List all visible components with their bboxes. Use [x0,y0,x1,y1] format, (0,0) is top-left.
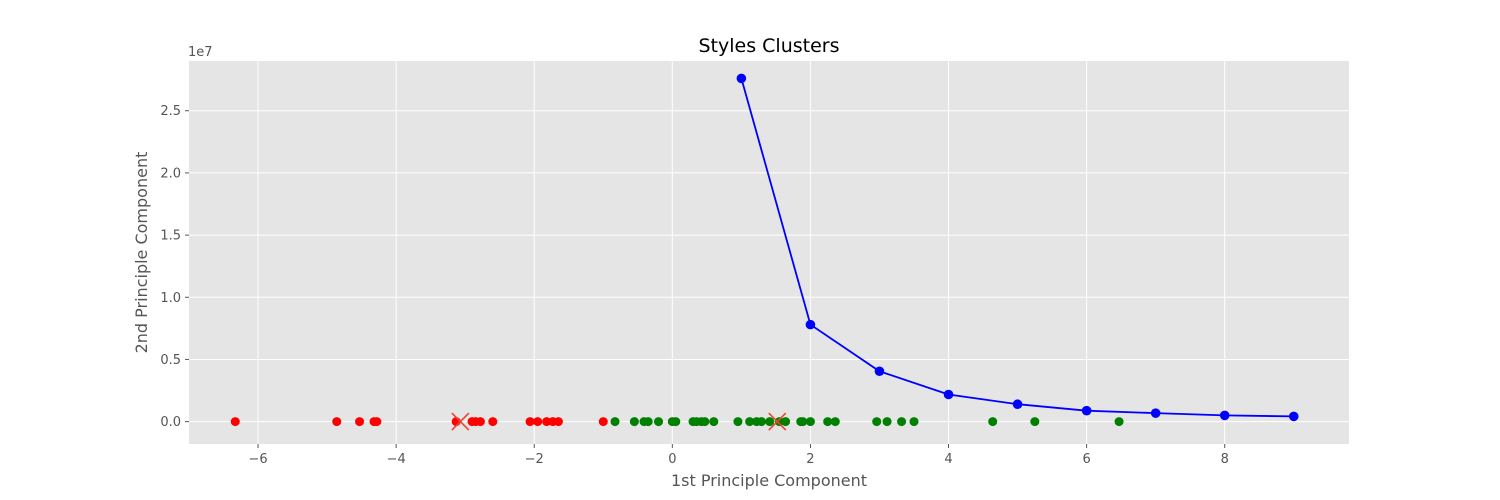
data-point [598,417,608,427]
data-point [1030,417,1040,427]
data-point [745,417,755,427]
data-point [542,417,552,427]
data-point [774,417,784,427]
tick-labels: −6 −4 −2 0 2 4 6 8 0.0 0.5 1.0 1.5 2.0 2.5 [160,104,1229,467]
line-point [1219,410,1230,421]
data-point [830,417,840,427]
data-point [372,417,382,427]
data-point [805,417,815,427]
y-tick-label: 1.5 [160,229,181,244]
data-point [475,417,485,427]
data-point [488,417,498,427]
data-point [230,417,240,427]
x-tick-label: 6 [1082,452,1090,467]
data-point [781,417,791,427]
x-axis-label: 1st Principle Component [671,471,867,490]
data-point [643,417,653,427]
y-tick-label: 2.0 [160,166,181,181]
data-point [1114,417,1124,427]
data-point [553,417,563,427]
y-tick-label: 0.5 [160,353,181,368]
y-tick-label: 1.0 [160,291,181,306]
line-point [1081,405,1092,416]
data-point [610,417,620,427]
plot-area [189,61,1349,444]
data-point [700,417,710,427]
x-tick-label: −4 [387,452,406,467]
y-tick-label: 0.0 [160,415,181,430]
line-point [1288,411,1299,422]
data-point [709,417,719,427]
data-point [765,417,775,427]
data-point [525,417,535,427]
centroid-stroke [451,412,470,431]
data-point [872,417,882,427]
data-point [897,417,907,427]
chart-title: Styles Clusters [699,35,840,57]
x-tick-label: 2 [806,452,814,467]
data-point [798,417,808,427]
data-series [230,73,1299,431]
data-point [533,417,543,427]
line-point [874,366,885,377]
line-point [805,319,816,330]
grid-lines [189,61,1349,444]
data-point [882,417,892,427]
x-tick-label: −2 [525,452,544,467]
data-point [756,417,766,427]
data-point [654,417,664,427]
centroid-marker [451,412,470,431]
line-point [736,73,747,84]
x-tick-label: −6 [248,452,267,467]
data-point [671,417,681,427]
x-tick-label: 0 [668,452,676,467]
data-point [909,417,919,427]
line-point [1150,408,1161,418]
x-tick-label: 4 [944,452,952,467]
data-point [355,417,365,427]
data-point [823,417,833,427]
data-point [733,417,743,427]
y-axis-label: 2nd Principle Component [132,152,151,354]
y-axis-offset-label: 1e7 [188,45,213,60]
centroid-stroke [768,412,787,431]
line-point [1012,399,1023,410]
data-point [629,417,639,427]
x-tick-label: 8 [1221,452,1229,467]
data-point [988,417,998,427]
line-point [943,389,954,400]
y-tick-label: 2.5 [160,104,181,119]
centroid-marker [768,412,787,431]
data-point [332,417,342,427]
